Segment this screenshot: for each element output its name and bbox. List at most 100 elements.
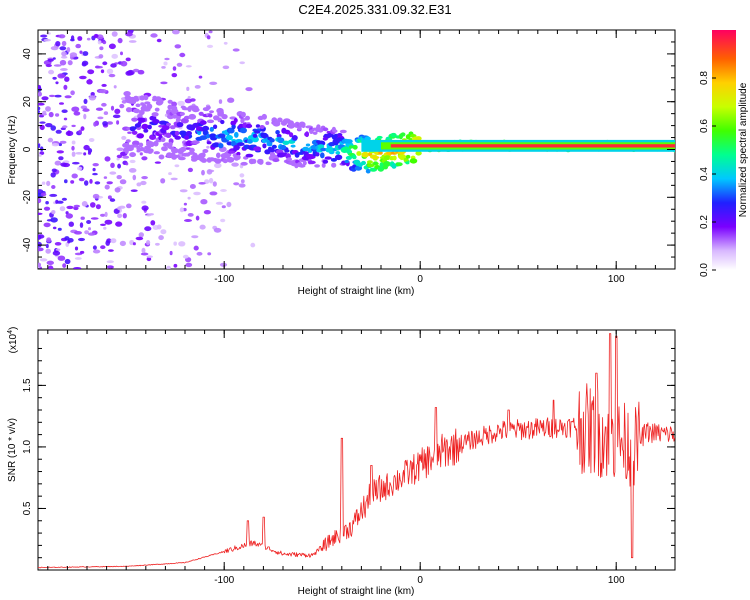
spectrogram-ridge-blob: [199, 135, 208, 141]
spectrogram-noise-blob: [206, 169, 213, 175]
spectrogram-noise-blob: [79, 75, 87, 80]
spectrogram-ridge-blob: [198, 111, 204, 116]
spectrogram-noise-blob: [47, 265, 54, 269]
spectrogram-noise-blob: [178, 241, 186, 247]
spectrogram-ridge-blob: [165, 132, 172, 138]
spectrogram-noise-blob: [89, 179, 93, 184]
spectrogram-noise-blob: [187, 167, 193, 173]
spectrogram-ridge-blob: [312, 131, 318, 135]
spectrogram-noise-blob: [51, 143, 60, 147]
spectrogram-noise-blob: [50, 125, 56, 131]
spectrogram-noise-blob: [67, 130, 71, 136]
spectrogram-noise-blob: [116, 221, 121, 226]
spectrogram-noise-blob: [40, 192, 47, 197]
spectrogram-ridge-blob: [383, 155, 391, 161]
spectrogram-noise-blob: [92, 245, 97, 250]
spectrogram-y-tick-label: -40: [22, 237, 33, 252]
spectrogram-ridge-blob: [279, 144, 287, 150]
spectrogram-noise-blob: [231, 162, 239, 167]
spectrogram-noise-blob: [58, 142, 62, 147]
spectrogram-noise-blob: [113, 85, 117, 89]
spectrogram-ridge-blob: [352, 155, 357, 160]
spectrogram-ridge-blob: [122, 155, 130, 159]
colorbar-tick-label: 0.6: [699, 119, 710, 133]
spectrogram-noise-blob: [60, 68, 68, 71]
spectrogram-noise-blob: [190, 98, 196, 102]
spectrogram-noise-blob: [38, 85, 41, 90]
spectrogram-ridge-blob: [259, 125, 265, 129]
spectrogram-noise-blob: [45, 248, 51, 254]
spectrogram-noise-blob: [168, 172, 172, 176]
spectrogram-ridge-blob: [222, 158, 228, 164]
spectrogram-noise-blob: [148, 213, 154, 216]
spectrogram-ridge-blob: [135, 103, 141, 108]
spectrogram-ridge-blob: [236, 151, 241, 156]
spectrogram-noise-blob: [108, 43, 116, 50]
spectrogram-noise-blob: [141, 200, 147, 204]
spectrogram-noise-blob: [74, 231, 82, 235]
spectrogram-ridge-blob: [253, 146, 262, 152]
spectrogram-ridge-blob: [202, 125, 210, 132]
spectrogram-ridge-blob: [236, 154, 241, 160]
spectrogram-ridge-blob: [178, 156, 186, 161]
spectrogram-noise-blob: [83, 98, 88, 104]
spectrogram-noise-blob: [108, 249, 114, 252]
spectrogram-ridge-blob: [378, 151, 383, 155]
spectrogram-noise-blob: [174, 164, 180, 168]
spectrogram-noise-blob: [177, 100, 185, 106]
spectrogram-noise-blob: [100, 69, 105, 74]
spectrogram-ridge-blob: [392, 155, 397, 161]
spectrogram-noise-blob: [117, 163, 121, 169]
spectrogram-ridge-blob: [268, 141, 273, 147]
spectrogram-noise-blob: [90, 92, 95, 96]
spectrogram-noise-blob: [40, 146, 44, 152]
spectrogram-noise-blob: [110, 63, 117, 68]
spectrogram-noise-blob: [52, 57, 56, 60]
spectrogram-ridge-blob: [309, 129, 314, 134]
spectrogram-ridge-blob: [240, 113, 246, 117]
spectrogram-noise-blob: [80, 126, 85, 131]
spectrogram-ridge-blob: [171, 108, 179, 115]
spectrogram-noise-blob: [72, 161, 80, 165]
spectrogram-noise-blob: [66, 205, 74, 210]
spectrogram-noise-blob: [214, 162, 222, 169]
spectrogram-ridge-blob: [179, 146, 187, 152]
spectrogram-noise-blob: [160, 81, 168, 85]
spectrogram-ridge-blob: [289, 132, 294, 138]
spectrogram-ridge-blob: [364, 136, 371, 141]
spectrogram-noise-blob: [103, 176, 108, 179]
spectrogram-noise-blob: [61, 40, 67, 47]
spectrogram-noise-blob: [38, 212, 43, 215]
spectrogram-noise-blob: [213, 227, 222, 233]
spectrogram-noise-blob: [59, 206, 66, 212]
spectrogram-noise-blob: [146, 257, 152, 262]
spectrogram-noise-blob: [189, 184, 196, 189]
spectrogram-noise-blob: [52, 250, 61, 256]
spectrogram-ridge-blob: [220, 119, 225, 125]
spectrogram-ridge-blob: [322, 137, 328, 141]
spectrogram-noise-blob: [146, 255, 153, 258]
spectrogram-ridge-blob: [361, 160, 366, 166]
spectrogram-ridge-blob: [136, 133, 144, 139]
spectrogram-noise-blob: [87, 69, 95, 75]
spectrogram-noise-blob: [41, 181, 46, 185]
spectrogram-noise-blob: [116, 147, 124, 152]
spectrogram-ridge-blob: [200, 158, 207, 163]
spectrogram-noise-blob: [111, 31, 118, 37]
spectrogram-noise-blob: [209, 191, 218, 196]
spectrogram-noise-blob: [132, 174, 137, 181]
spectrogram-noise-blob: [179, 52, 186, 58]
spectrogram-ridge-blob: [166, 122, 171, 127]
spectrogram-noise-blob: [171, 101, 178, 107]
spectrogram-ridge-blob: [317, 144, 325, 148]
spectrogram-ridge-blob: [236, 142, 245, 147]
spectrogram-noise-blob: [99, 46, 104, 51]
spectrogram-noise-blob: [57, 73, 66, 79]
spectrogram-noise-blob: [90, 202, 96, 208]
spectrogram-ridge-blob: [371, 155, 380, 160]
spectrogram-ridge-blob: [405, 154, 411, 159]
spectrogram-ridge-blob: [344, 159, 350, 164]
spectrogram-ridge-blob: [149, 141, 155, 148]
spectrogram-noise-blob: [71, 124, 76, 128]
